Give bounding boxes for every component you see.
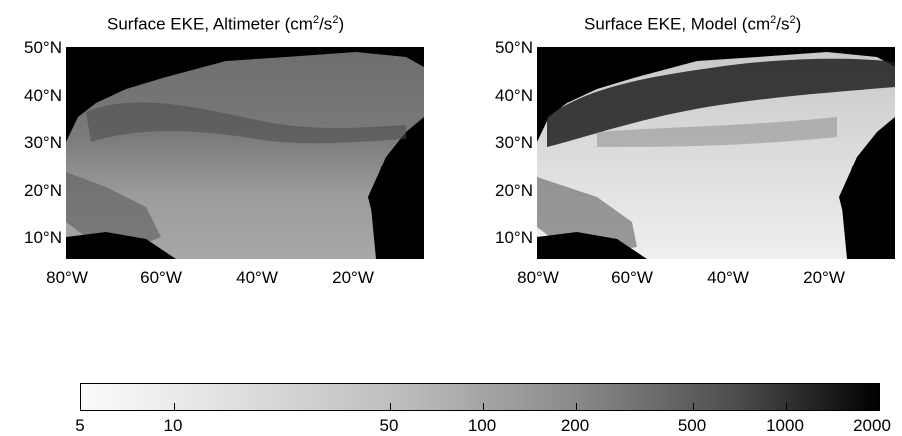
- lat-label: 40°N: [24, 86, 62, 105]
- altimeter-panel-title: Surface EKE, Altimeter (cm2/s2): [107, 14, 345, 34]
- colorbar-tick: [693, 403, 694, 410]
- colorbar-label: 10: [163, 416, 183, 435]
- lat-label: 10°N: [24, 228, 62, 247]
- colorbar-label: 2000: [853, 416, 891, 435]
- lat-label: 20°N: [24, 181, 62, 200]
- model-panel-title: Surface EKE, Model (cm2/s2): [584, 14, 802, 34]
- eke-colorbar: [80, 383, 880, 411]
- colorbar-label: 1000: [766, 416, 804, 435]
- colorbar-tick: [390, 403, 391, 410]
- colorbar-label: 500: [677, 416, 707, 435]
- colorbar-label: 100: [467, 416, 497, 435]
- altimeter-eke-map: [66, 47, 424, 259]
- colorbar-label: 200: [560, 416, 590, 435]
- lat-label: 50°N: [24, 38, 62, 57]
- colorbar-tick: [576, 403, 577, 410]
- lon-label: 20°W: [803, 268, 845, 287]
- colorbar-tick: [483, 403, 484, 410]
- lat-label: 40°N: [495, 86, 533, 105]
- model-eke-map: [537, 47, 895, 259]
- lat-label: 10°N: [495, 228, 533, 247]
- colorbar-label: 50: [379, 416, 399, 435]
- lon-label: 80°W: [517, 268, 559, 287]
- lon-label: 60°W: [140, 268, 182, 287]
- colorbar-tick: [174, 403, 175, 410]
- lon-label: 80°W: [46, 268, 88, 287]
- lon-label: 40°W: [707, 268, 749, 287]
- colorbar-label: 5: [75, 416, 85, 435]
- colorbar-tick: [786, 403, 787, 410]
- lon-label: 20°W: [332, 268, 374, 287]
- lat-label: 50°N: [495, 38, 533, 57]
- lon-label: 60°W: [611, 268, 653, 287]
- lat-label: 20°N: [495, 181, 533, 200]
- lat-label: 30°N: [24, 133, 62, 152]
- lon-label: 40°W: [236, 268, 278, 287]
- lat-label: 30°N: [495, 133, 533, 152]
